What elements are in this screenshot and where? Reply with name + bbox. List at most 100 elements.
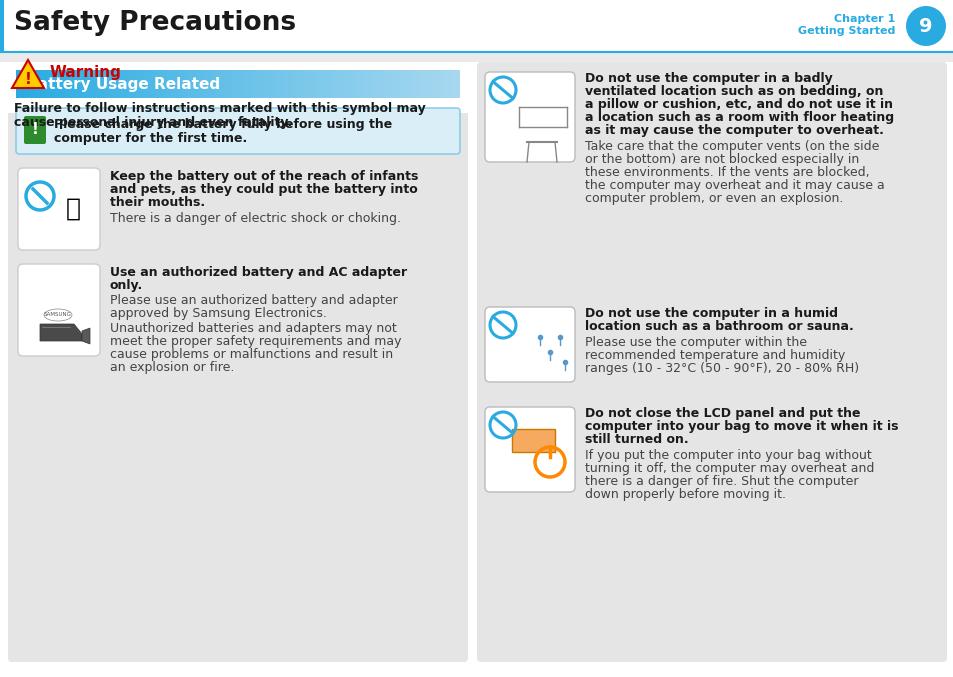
Bar xyxy=(211,70,212,98)
Bar xyxy=(143,70,144,98)
Bar xyxy=(387,70,388,98)
Bar xyxy=(448,70,449,98)
Bar xyxy=(312,70,313,98)
Bar xyxy=(187,70,188,98)
Bar xyxy=(96,70,97,98)
Bar xyxy=(210,70,211,98)
Bar xyxy=(202,70,203,98)
Bar xyxy=(193,70,194,98)
Bar xyxy=(130,70,131,98)
Bar xyxy=(431,70,432,98)
Bar xyxy=(436,70,437,98)
Bar xyxy=(423,70,424,98)
Bar xyxy=(222,70,223,98)
Bar xyxy=(427,70,428,98)
Bar xyxy=(62,70,63,98)
Bar xyxy=(234,70,235,98)
Bar xyxy=(439,70,440,98)
Bar xyxy=(370,70,371,98)
Bar xyxy=(100,70,101,98)
Bar xyxy=(345,70,346,98)
Bar xyxy=(50,70,51,98)
Bar xyxy=(17,70,18,98)
Bar xyxy=(55,70,56,98)
Text: there is a danger of fire. Shut the computer: there is a danger of fire. Shut the comp… xyxy=(584,475,858,488)
Bar xyxy=(192,70,193,98)
Text: computer problem, or even an explosion.: computer problem, or even an explosion. xyxy=(584,192,842,205)
Bar xyxy=(414,70,415,98)
Bar xyxy=(138,70,139,98)
Bar xyxy=(241,70,242,98)
Bar xyxy=(291,70,292,98)
Bar xyxy=(44,70,45,98)
Bar xyxy=(361,70,363,98)
Text: still turned on.: still turned on. xyxy=(584,433,688,446)
Bar xyxy=(51,70,52,98)
Bar xyxy=(112,70,113,98)
Bar xyxy=(19,70,20,98)
Bar xyxy=(84,70,85,98)
Bar xyxy=(405,70,406,98)
Bar xyxy=(304,70,305,98)
Bar xyxy=(394,70,395,98)
Bar xyxy=(317,70,318,98)
Bar xyxy=(298,70,299,98)
Bar xyxy=(141,70,142,98)
Bar xyxy=(23,70,24,98)
Bar xyxy=(306,70,307,98)
Bar xyxy=(419,70,420,98)
FancyBboxPatch shape xyxy=(18,168,100,250)
Bar xyxy=(271,70,272,98)
Bar xyxy=(231,70,232,98)
Bar xyxy=(265,70,266,98)
Bar xyxy=(278,70,280,98)
Bar xyxy=(67,70,68,98)
Bar xyxy=(377,70,378,98)
Bar xyxy=(73,70,74,98)
Bar xyxy=(458,70,459,98)
Bar xyxy=(293,70,294,98)
Bar xyxy=(32,70,33,98)
Bar xyxy=(331,70,332,98)
Text: Take care that the computer vents (on the side: Take care that the computer vents (on th… xyxy=(584,140,879,153)
Bar xyxy=(79,70,80,98)
Bar xyxy=(324,70,325,98)
Text: cause problems or malfunctions and result in: cause problems or malfunctions and resul… xyxy=(110,348,393,361)
Bar xyxy=(292,70,293,98)
Bar xyxy=(87,70,88,98)
Bar xyxy=(49,70,50,98)
Bar xyxy=(326,70,327,98)
Bar xyxy=(173,70,174,98)
FancyBboxPatch shape xyxy=(18,264,100,356)
Bar xyxy=(453,70,454,98)
Bar xyxy=(353,70,354,98)
Bar xyxy=(76,70,77,98)
Bar xyxy=(203,70,204,98)
Bar xyxy=(347,70,348,98)
Bar xyxy=(101,70,102,98)
Bar xyxy=(81,70,82,98)
Bar xyxy=(450,70,451,98)
Bar xyxy=(56,70,57,98)
Bar xyxy=(348,70,349,98)
Bar xyxy=(433,70,434,98)
Bar xyxy=(227,70,228,98)
Bar xyxy=(288,70,289,98)
Bar xyxy=(236,70,237,98)
Text: an explosion or fire.: an explosion or fire. xyxy=(110,361,234,374)
Bar xyxy=(34,70,35,98)
Bar xyxy=(160,70,161,98)
Bar xyxy=(454,70,455,98)
Bar xyxy=(280,70,281,98)
Bar xyxy=(190,70,191,98)
FancyBboxPatch shape xyxy=(24,116,46,144)
Bar xyxy=(103,70,104,98)
Bar xyxy=(94,70,95,98)
Text: Do not close the LCD panel and put the: Do not close the LCD panel and put the xyxy=(584,407,860,420)
Bar xyxy=(207,70,208,98)
Bar xyxy=(42,70,43,98)
Text: Failure to follow instructions marked with this symbol may: Failure to follow instructions marked wi… xyxy=(14,102,425,115)
Bar xyxy=(358,70,359,98)
Bar xyxy=(302,70,303,98)
Bar xyxy=(131,70,132,98)
